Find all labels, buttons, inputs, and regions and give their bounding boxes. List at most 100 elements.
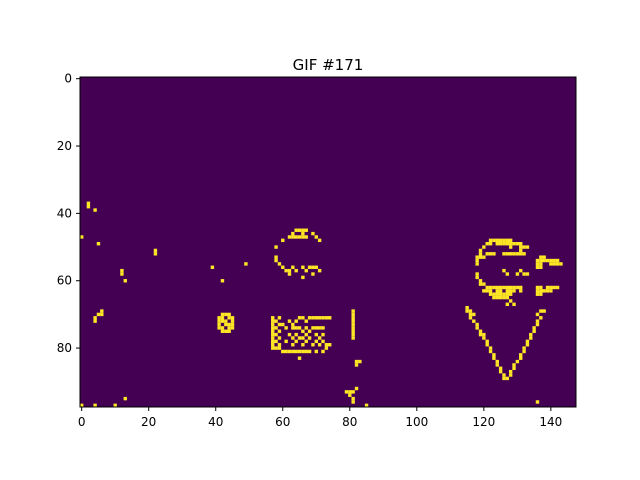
heatmap-cell	[80, 403, 84, 408]
heatmap-cell	[224, 322, 228, 327]
heatmap-cell	[227, 329, 231, 333]
heatmap-cell	[492, 353, 496, 357]
heatmap-cell	[317, 316, 322, 320]
heatmap-cell	[475, 262, 479, 266]
heatmap-cell	[482, 332, 486, 337]
heatmap-cell	[508, 242, 513, 246]
heatmap-cell	[539, 285, 543, 290]
heatmap-cell	[220, 316, 225, 320]
heatmap-cell	[498, 295, 503, 300]
heatmap-cell	[281, 265, 285, 269]
heatmap-cell	[351, 329, 355, 333]
heatmap-cell	[227, 326, 231, 330]
heatmap-cell	[488, 292, 493, 296]
heatmap-cell	[495, 285, 499, 290]
heatmap-cell	[96, 242, 101, 246]
heatmap-cell	[271, 346, 275, 350]
heatmap-cell	[274, 346, 278, 350]
heatmap-cell	[314, 326, 318, 330]
heatmap-cell	[311, 272, 315, 276]
heatmap-cell	[307, 265, 312, 269]
heatmap-cell	[519, 285, 523, 290]
heatmap-cell	[559, 262, 563, 266]
heatmap-cell	[539, 292, 543, 296]
heatmap-cell	[498, 366, 503, 371]
heatmap-cell	[495, 295, 499, 300]
heatmap-cell	[311, 265, 315, 269]
heatmap-cell	[519, 248, 523, 253]
heatmap-cell	[291, 349, 295, 354]
heatmap-cell	[351, 400, 355, 404]
heatmap-cell	[274, 332, 278, 337]
heatmap-cell	[307, 316, 312, 320]
heatmap-cell	[317, 343, 322, 347]
heatmap-cell	[495, 289, 499, 293]
heatmap-cell	[465, 309, 469, 313]
heatmap-cell	[488, 238, 493, 243]
heatmap-cell	[529, 332, 533, 337]
heatmap-cell	[348, 393, 352, 397]
heatmap-cell	[488, 349, 493, 354]
heatmap-cell	[294, 349, 298, 354]
x-tick-label: 20	[141, 415, 156, 429]
heatmap-cell	[552, 262, 556, 266]
heatmap-cell	[542, 258, 546, 263]
heatmap-cell	[311, 326, 315, 330]
heatmap-cell	[525, 272, 530, 276]
y-tick-label: 80	[57, 341, 72, 355]
heatmap-cell	[317, 336, 322, 340]
heatmap-cell	[328, 316, 332, 320]
heatmap-cell	[488, 285, 493, 290]
heatmap-cell	[281, 238, 285, 243]
heatmap-cell	[291, 326, 295, 330]
heatmap-cell	[552, 258, 556, 263]
heatmap-cell	[351, 396, 355, 401]
heatmap-cell	[271, 322, 275, 327]
heatmap-cell	[294, 268, 298, 273]
heatmap-cell	[271, 339, 275, 344]
heatmap-cell	[508, 245, 513, 249]
heatmap-cell	[224, 312, 228, 317]
heatmap-cell	[539, 316, 543, 320]
heatmap-cell	[505, 376, 510, 381]
heatmap-cell	[304, 319, 308, 323]
heatmap-cell	[291, 265, 295, 269]
heatmap-cell	[301, 275, 305, 280]
heatmap-cell	[354, 386, 359, 391]
heatmap-cell	[277, 336, 282, 340]
heatmap-cell	[505, 238, 510, 243]
heatmap-cell	[271, 326, 275, 330]
heatmap-cell	[478, 255, 483, 259]
heatmap-cell	[545, 258, 550, 263]
x-tick-label: 120	[472, 415, 495, 429]
heatmap-cell	[555, 258, 560, 263]
heatmap-cell	[113, 403, 117, 408]
heatmap-cell	[321, 326, 325, 330]
heatmap-cell	[291, 235, 295, 239]
heatmap-cell	[220, 312, 225, 317]
heatmap-cell	[224, 319, 228, 323]
heatmap-cell	[522, 245, 526, 249]
heatmap-cell	[478, 279, 483, 283]
heatmap-cell	[539, 265, 543, 269]
heatmap-cell	[502, 295, 506, 300]
heatmap-cell	[304, 235, 308, 239]
heatmap-cell	[297, 228, 302, 232]
heatmap-cell	[478, 329, 483, 333]
heatmap-cell	[485, 242, 489, 246]
x-tick-label: 140	[539, 415, 562, 429]
heatmap-cell	[277, 262, 282, 266]
heatmap-cell	[294, 326, 298, 330]
heatmap-cell	[364, 403, 369, 408]
heatmap-cell	[515, 242, 520, 246]
heatmap-cell	[495, 363, 499, 367]
heatmap-cell	[287, 272, 292, 276]
heatmap-cell	[291, 336, 295, 340]
heatmap-cell	[495, 359, 499, 364]
heatmap-cell	[351, 312, 355, 317]
heatmap-cell	[301, 329, 305, 333]
heatmap-cell	[515, 272, 520, 276]
heatmap-cell	[505, 242, 510, 246]
heatmap-cell	[522, 349, 526, 354]
y-tick-label: 60	[57, 274, 72, 288]
